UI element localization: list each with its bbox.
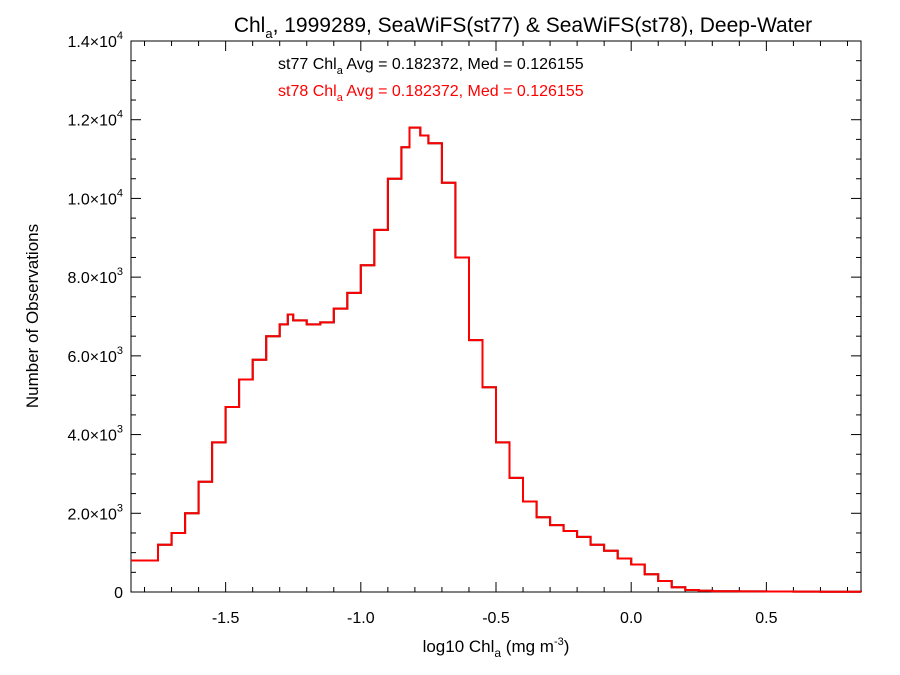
- series-layer: [131, 126, 862, 593]
- x-axis-ticks: -1.5 -1.0 -0.5 0.0 0.5: [144, 41, 848, 627]
- chart-title: Chla, 1999289, SeaWiFS(st77) & SeaWiFS(s…: [234, 14, 812, 41]
- series-st77-line: [131, 126, 862, 593]
- y-axis-ticks: 0 2.0×103 4.0×103 6.0×103 8.0×103 1.0×104 1.2×…: [67, 30, 861, 602]
- x-tick-label: 0.0: [620, 610, 642, 627]
- y-tick-label: 2.0×103: [67, 502, 123, 523]
- y-tick-label: 1.4×104: [67, 30, 123, 51]
- y-tick-label: 0: [114, 585, 123, 602]
- y-tick-label: 1.0×104: [67, 187, 123, 208]
- annotation-st78: st78 Chla Avg = 0.182372, Med = 0.126155: [278, 83, 584, 104]
- x-tick-label: 0.5: [755, 610, 777, 627]
- y-tick-label: 8.0×103: [67, 266, 123, 287]
- y-tick-label: 4.0×103: [67, 424, 123, 445]
- y-axis-label: Number of Observations: [23, 224, 42, 408]
- x-tick-label: -1.5: [212, 610, 240, 627]
- y-tick-label: 1.2×104: [67, 109, 123, 130]
- x-tick-label: -1.0: [347, 610, 375, 627]
- annotation-st77: st77 Chla Avg = 0.182372, Med = 0.126155: [278, 56, 584, 77]
- y-tick-label: 6.0×103: [67, 345, 123, 366]
- plot-area: [130, 40, 862, 593]
- x-axis-label: log10 Chla (mg m-3): [423, 636, 570, 660]
- series-st78-line: [131, 126, 862, 593]
- plot-border: [130, 40, 862, 593]
- x-tick-label: -0.5: [482, 610, 510, 627]
